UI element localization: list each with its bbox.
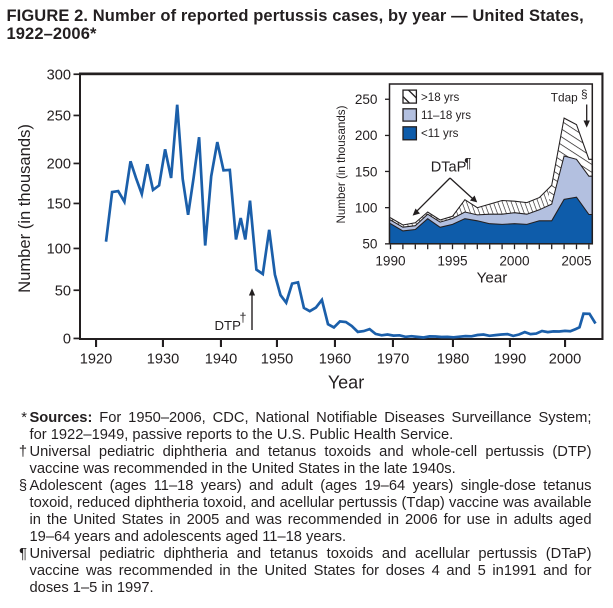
svg-text:250: 250 <box>355 92 378 107</box>
svg-text:Year: Year <box>477 270 508 287</box>
svg-text:100: 100 <box>355 201 378 216</box>
svg-text:2000: 2000 <box>549 352 581 368</box>
svg-text:200: 200 <box>355 128 378 143</box>
svg-text:1970: 1970 <box>377 352 409 368</box>
svg-text:Tdap: Tdap <box>551 90 578 104</box>
svg-text:§: § <box>581 87 588 101</box>
svg-text:150: 150 <box>355 164 378 179</box>
svg-text:Number (in thousands): Number (in thousands) <box>15 124 34 293</box>
svg-text:2005: 2005 <box>561 254 591 269</box>
svg-text:300: 300 <box>47 67 71 83</box>
svg-text:1990: 1990 <box>494 352 526 368</box>
svg-text:250: 250 <box>47 109 71 125</box>
svg-text:0: 0 <box>63 332 71 348</box>
svg-text:50: 50 <box>362 237 378 252</box>
svg-text:50: 50 <box>55 283 71 299</box>
svg-text:DTP: DTP <box>215 318 242 333</box>
svg-text:<11 yrs: <11 yrs <box>421 127 459 140</box>
svg-text:1950: 1950 <box>261 352 293 368</box>
svg-text:200: 200 <box>47 157 71 173</box>
svg-text:>18 yrs: >18 yrs <box>421 91 460 104</box>
svg-text:150: 150 <box>47 197 71 213</box>
svg-text:1980: 1980 <box>437 352 469 368</box>
svg-text:100: 100 <box>47 242 71 258</box>
svg-text:1960: 1960 <box>319 352 351 368</box>
svg-text:1990: 1990 <box>375 254 406 269</box>
svg-text:Year: Year <box>328 373 364 393</box>
svg-text:†: † <box>240 311 247 325</box>
svg-text:1920: 1920 <box>80 352 112 368</box>
svg-text:¶: ¶ <box>464 156 471 171</box>
svg-text:2000: 2000 <box>499 254 530 269</box>
svg-text:DTaP: DTaP <box>431 160 467 176</box>
svg-text:Number (in thousands): Number (in thousands) <box>335 105 348 223</box>
svg-text:1930: 1930 <box>147 352 179 368</box>
svg-text:1995: 1995 <box>437 254 467 269</box>
svg-text:11–18 yrs: 11–18 yrs <box>421 109 471 122</box>
svg-text:1940: 1940 <box>205 352 237 368</box>
